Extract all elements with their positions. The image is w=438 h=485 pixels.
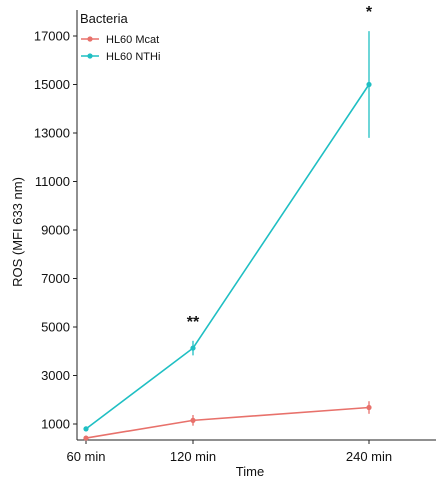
series-line [85,406,370,439]
y-tick-label: 15000 [34,77,70,92]
legend: Bacteria HL60 Mcat HL60 NTHi [80,11,160,63]
data-point [83,426,89,432]
y-tick-label: 11000 [35,174,70,189]
series-line [85,84,370,430]
axes: 1000 3000 5000 7000 9000 11000 13000 15000 17000… [34,10,436,464]
legend-swatch-dot [87,53,93,59]
y-tick-label: 13000 [34,126,70,141]
significance-marker: * [366,4,373,21]
series-layer [83,31,372,441]
legend-label: HL60 Mcat [106,34,159,46]
data-point [366,404,372,411]
legend-item: HL60 NTHi [81,51,160,63]
x-axis-title: Time [236,464,264,479]
legend-swatch-dot [87,36,93,42]
y-tick-label: 9000 [41,223,70,238]
y-tick-label: 1000 [41,417,70,432]
y-tick-label: 5000 [41,320,70,335]
y-tick-label: 17000 [34,29,70,44]
annotation-layer: *** [187,4,373,331]
legend-label: HL60 NTHi [106,51,160,63]
x-tick-label: 60 min [66,449,105,464]
data-point [190,345,196,351]
x-tick-label: 240 min [346,449,392,464]
legend-item: HL60 Mcat [81,34,159,46]
legend-items: HL60 Mcat HL60 NTHi [81,34,160,63]
series-group [83,401,372,441]
x-tick-label: 120 min [170,449,216,464]
data-point [366,81,372,88]
series-group [83,31,372,432]
y-tick-label: 3000 [41,368,70,383]
data-point [83,435,89,441]
data-point [190,417,196,423]
y-axis-title: ROS (MFI 633 nm) [10,177,25,287]
y-tick-label: 7000 [41,271,70,286]
significance-marker: ** [187,314,200,331]
legend-title: Bacteria [80,11,128,26]
